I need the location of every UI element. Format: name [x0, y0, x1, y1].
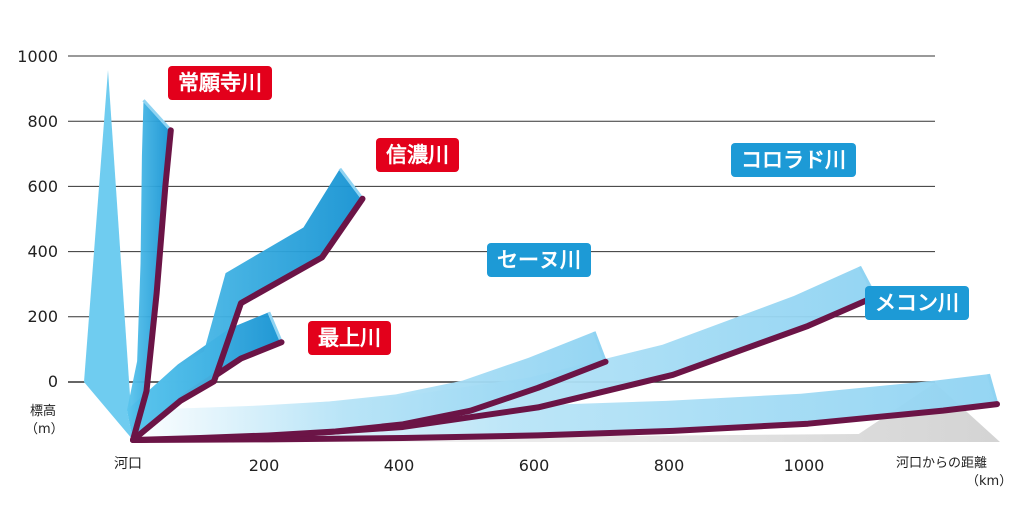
ribbon-cap-3 — [592, 331, 607, 363]
ribbon-cap-0 — [142, 99, 172, 132]
label-seine-river: セーヌ川 — [487, 243, 591, 277]
ribbon-1 — [127, 168, 363, 440]
y-tick-1000: 1000 — [17, 47, 58, 66]
profile-line-0 — [130, 127, 174, 443]
x-origin-label: 河口 — [114, 456, 142, 472]
floor-plane — [133, 383, 1000, 442]
label-mekong-river: メコン川 — [865, 286, 969, 320]
mouth-wall — [84, 70, 133, 440]
y-tick-0: 0 — [47, 372, 58, 391]
ribbon-cap-1 — [338, 167, 364, 200]
ribbon-cap-2 — [267, 311, 283, 343]
y-tick-600: 600 — [27, 177, 58, 196]
label-joganji-river: 常願寺川 — [168, 66, 272, 100]
x-tick-1000: 1000 — [783, 456, 825, 475]
label-colorado-river: コロラド川 — [731, 143, 856, 177]
x-tick-600: 600 — [518, 456, 550, 475]
y-tick-200: 200 — [27, 307, 58, 326]
x-tick-400: 400 — [383, 456, 415, 475]
x-axis-label: 河口からの距離 — [896, 456, 988, 471]
label-shinano-river: 信濃川 — [376, 138, 459, 172]
y-tick-800: 800 — [27, 112, 58, 131]
x-axis-unit: （km） — [966, 474, 1013, 489]
ribbon-0 — [127, 100, 171, 441]
y-tick-400: 400 — [27, 242, 58, 261]
x-tick-800: 800 — [653, 456, 685, 475]
profile-line-1 — [130, 195, 366, 443]
profile-line-3 — [130, 358, 609, 443]
label-mogami-river: 最上川 — [308, 321, 391, 355]
y-axis-unit: （m） — [25, 422, 64, 437]
profile-line-5 — [130, 401, 1000, 443]
y-axis-label: 標高 — [30, 404, 57, 419]
x-tick-200: 200 — [248, 456, 280, 475]
ribbon-3 — [127, 331, 606, 440]
ribbon-cap-5 — [987, 373, 999, 405]
